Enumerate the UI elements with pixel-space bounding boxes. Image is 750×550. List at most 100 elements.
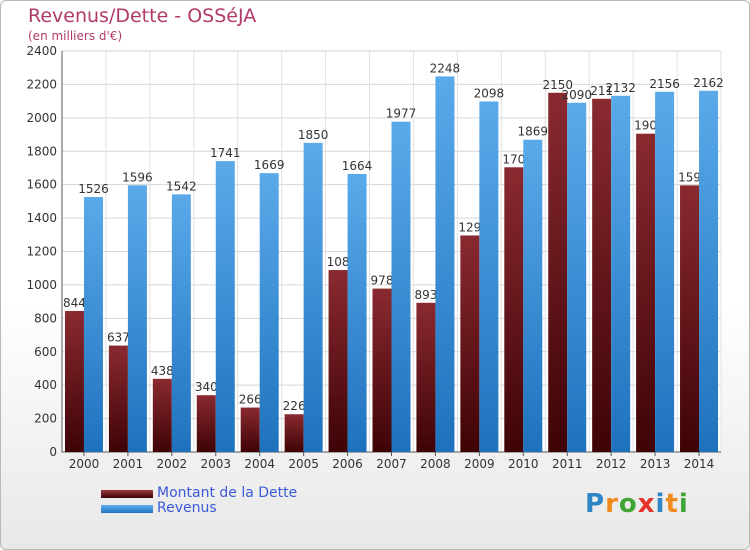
x-tick-label: 2009 bbox=[464, 457, 495, 471]
y-tick-label: 0 bbox=[49, 445, 57, 459]
x-tick-label: 2007 bbox=[376, 457, 407, 471]
bar-dette bbox=[196, 395, 216, 452]
bar-label-revenus: 1664 bbox=[342, 159, 373, 173]
bar-label-revenus: 1850 bbox=[298, 128, 329, 142]
bar-revenus bbox=[479, 101, 499, 452]
legend-swatch-revenus bbox=[101, 505, 153, 513]
bar-dette bbox=[372, 288, 392, 452]
bar-revenus bbox=[435, 76, 455, 452]
y-tick-label: 1600 bbox=[26, 178, 57, 192]
bar-label-dette: 159 bbox=[678, 170, 701, 184]
y-tick-label: 1000 bbox=[26, 278, 57, 292]
bar-label-revenus: 2132 bbox=[605, 81, 636, 95]
logo-letter: i bbox=[655, 489, 666, 519]
bar-dette bbox=[64, 310, 84, 452]
logo-letter: P bbox=[585, 489, 606, 519]
logo-letter: r bbox=[605, 489, 619, 519]
bar-dette bbox=[328, 270, 348, 452]
bar-label-dette: 340 bbox=[195, 380, 218, 394]
x-tick-label: 2004 bbox=[244, 457, 275, 471]
logo-letter: o bbox=[618, 489, 638, 519]
bar-revenus bbox=[523, 139, 543, 452]
bar-label-revenus: 1869 bbox=[518, 125, 549, 139]
x-tick-label: 2008 bbox=[420, 457, 451, 471]
bar-label-revenus: 2156 bbox=[649, 77, 680, 91]
x-tick-label: 2010 bbox=[508, 457, 539, 471]
x-tick-label: 2003 bbox=[200, 457, 231, 471]
bar-label-dette: 170 bbox=[502, 152, 525, 166]
bar-label-revenus: 1741 bbox=[210, 146, 241, 160]
x-tick-label: 2011 bbox=[552, 457, 583, 471]
bar-dette bbox=[680, 185, 700, 452]
bar-label-dette: 637 bbox=[107, 331, 130, 345]
bar-revenus bbox=[567, 102, 587, 452]
legend-label-dette: Montant de la Dette bbox=[157, 485, 298, 501]
bar-label-dette: 190 bbox=[634, 119, 657, 133]
x-tick-label: 2005 bbox=[288, 457, 319, 471]
bar-label-dette: 129 bbox=[458, 220, 481, 234]
x-tick-label: 2000 bbox=[69, 457, 100, 471]
logo-letter: t bbox=[665, 489, 679, 519]
bar-dette bbox=[108, 345, 128, 452]
y-tick-label: 1400 bbox=[26, 211, 57, 225]
bar-label-revenus: 1596 bbox=[122, 170, 153, 184]
bar-label-dette: 266 bbox=[239, 393, 262, 407]
bar-label-dette: 893 bbox=[414, 288, 437, 302]
bar-dette bbox=[504, 167, 524, 453]
chart-subtitle: (en milliers d'€) bbox=[28, 29, 123, 43]
bar-dette bbox=[240, 407, 260, 452]
x-tick-label: 2013 bbox=[640, 457, 671, 471]
bar-revenus bbox=[611, 95, 631, 453]
bar-dette bbox=[284, 414, 304, 452]
y-tick-label: 2000 bbox=[26, 111, 57, 125]
bar-revenus bbox=[127, 185, 147, 452]
bar-dette bbox=[592, 98, 612, 453]
logo-letter: i bbox=[678, 489, 689, 519]
bar-label-revenus: 1526 bbox=[78, 182, 109, 196]
bar-label-dette: 2150 bbox=[542, 78, 573, 92]
bar-revenus bbox=[171, 194, 191, 453]
bar-revenus bbox=[655, 91, 675, 452]
y-tick-label: 1800 bbox=[26, 144, 57, 158]
bar-label-dette: 844 bbox=[63, 296, 86, 310]
legend-label-revenus: Revenus bbox=[157, 500, 217, 516]
bar-label-dette: 108 bbox=[327, 255, 350, 269]
bar-label-revenus: 1669 bbox=[254, 158, 285, 172]
bar-revenus bbox=[303, 142, 323, 453]
y-tick-label: 400 bbox=[34, 378, 57, 392]
y-tick-label: 1200 bbox=[26, 245, 57, 259]
x-tick-label: 2001 bbox=[113, 457, 144, 471]
bar-dette bbox=[548, 92, 568, 452]
bar-dette bbox=[416, 302, 436, 452]
y-tick-label: 2400 bbox=[26, 44, 57, 58]
bar-label-dette: 211 bbox=[590, 84, 613, 98]
x-tick-label: 2002 bbox=[157, 457, 188, 471]
y-tick-label: 2200 bbox=[26, 77, 57, 91]
legend-swatch-dette bbox=[101, 490, 153, 498]
bar-label-dette: 438 bbox=[151, 364, 174, 378]
y-tick-label: 800 bbox=[34, 311, 57, 325]
bar-label-revenus: 1977 bbox=[386, 107, 417, 121]
bar-label-revenus: 2162 bbox=[693, 76, 724, 90]
x-tick-label: 2014 bbox=[684, 457, 715, 471]
y-tick-label: 200 bbox=[34, 412, 57, 426]
bar-revenus bbox=[215, 161, 235, 452]
chart-title: Revenus/Dette - OSSéJA bbox=[28, 5, 257, 27]
bar-revenus bbox=[83, 197, 103, 452]
logo-letter: x bbox=[637, 489, 656, 519]
y-tick-label: 600 bbox=[34, 345, 57, 359]
x-tick-label: 2012 bbox=[596, 457, 627, 471]
bar-label-dette: 226 bbox=[283, 399, 306, 413]
bar-label-revenus: 2098 bbox=[474, 86, 505, 100]
bar-revenus bbox=[699, 90, 719, 452]
bar-dette bbox=[460, 235, 480, 452]
bar-revenus bbox=[391, 121, 411, 453]
bar-label-revenus: 2090 bbox=[561, 88, 592, 102]
bar-label-dette: 978 bbox=[371, 274, 394, 288]
x-tick-label: 2006 bbox=[332, 457, 363, 471]
bar-dette bbox=[636, 133, 656, 453]
bar-revenus bbox=[259, 173, 279, 452]
bar-dette bbox=[152, 378, 172, 452]
